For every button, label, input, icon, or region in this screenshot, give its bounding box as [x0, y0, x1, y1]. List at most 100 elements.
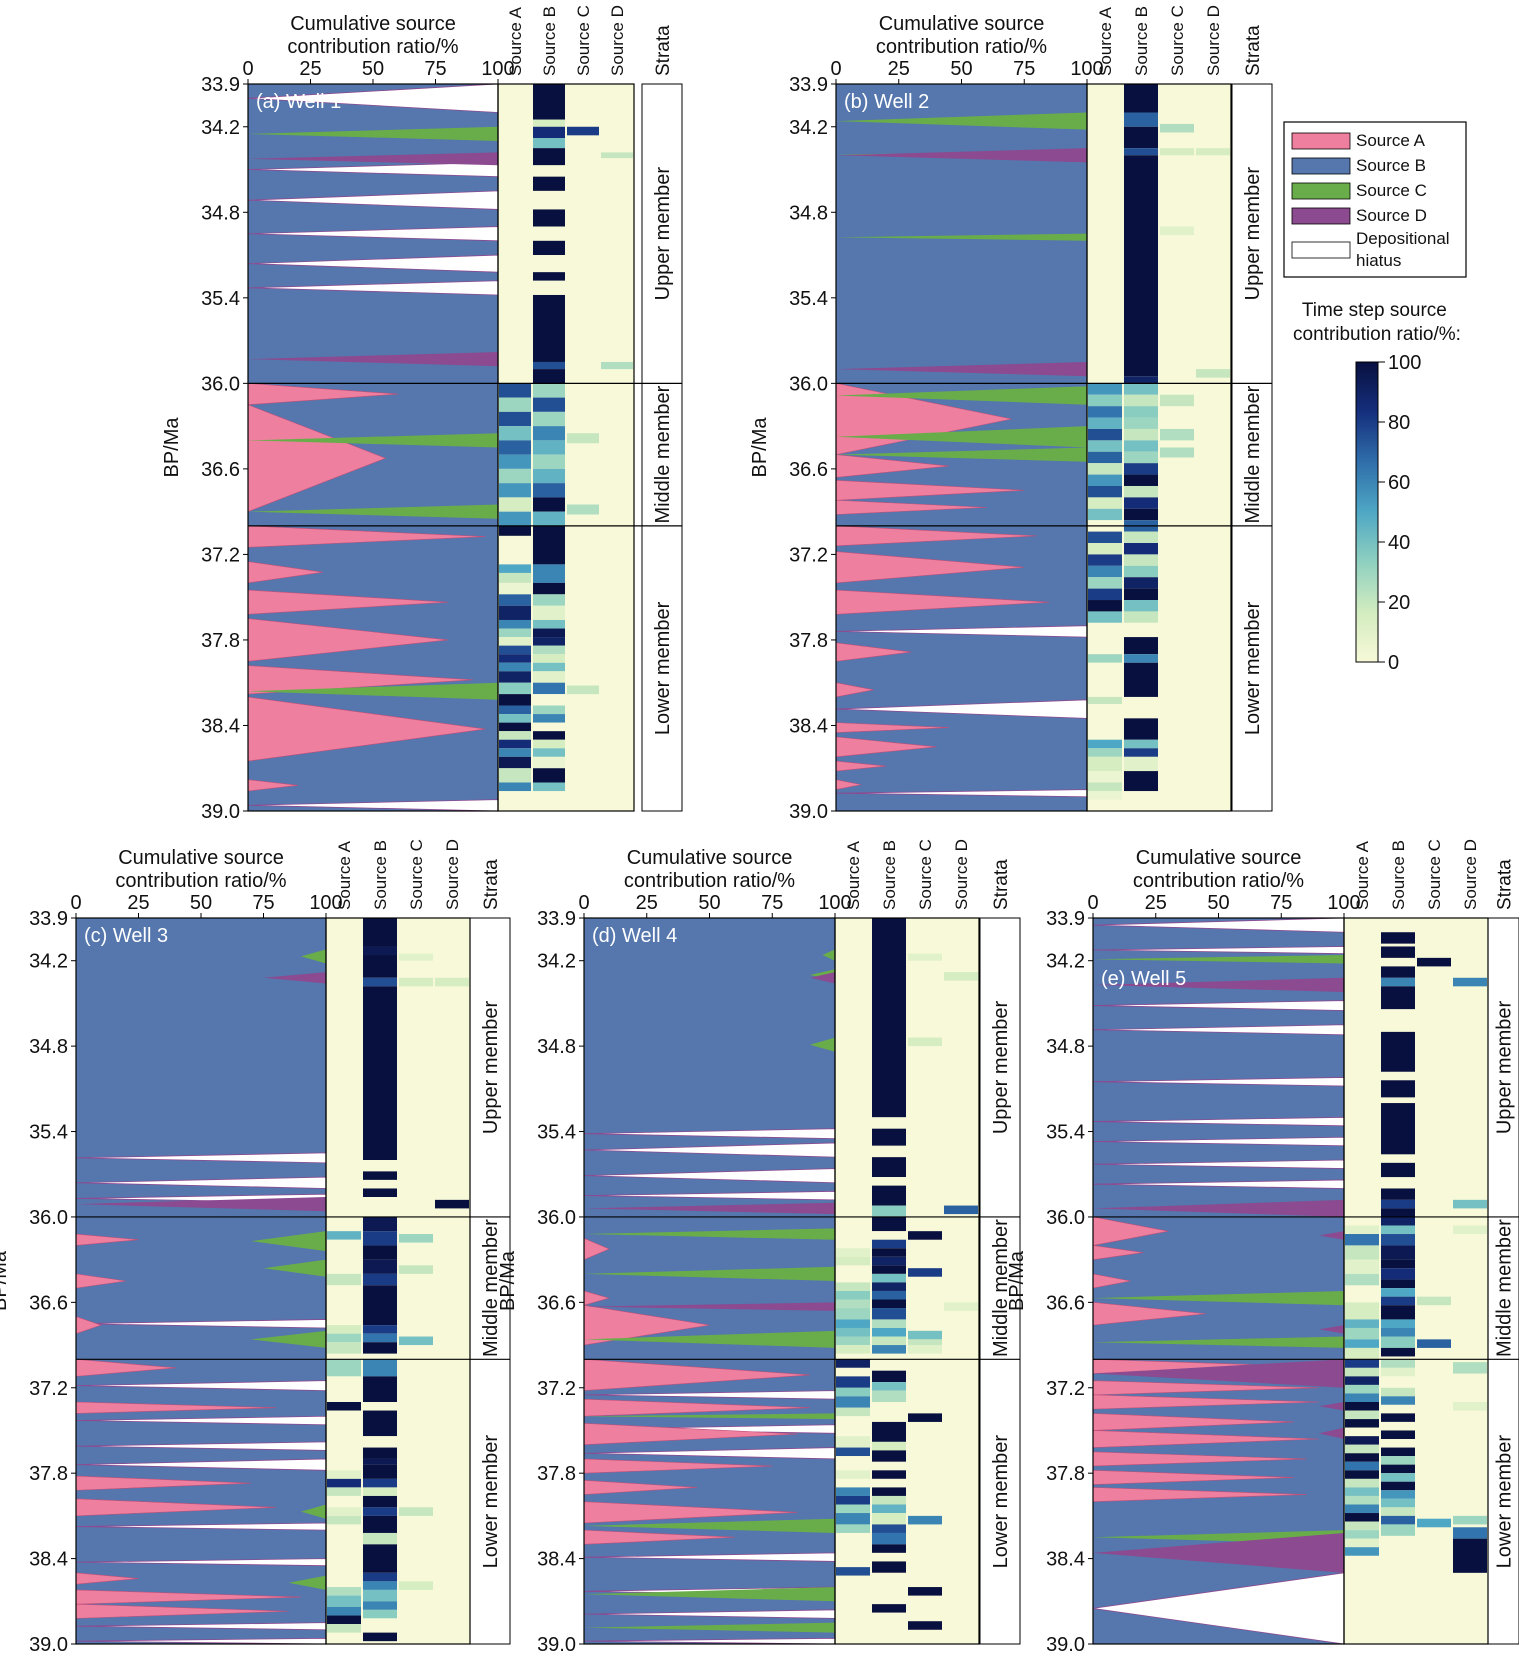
heat-cell [872, 1513, 906, 1525]
heat-cell [872, 1478, 906, 1488]
heat-cell [1381, 986, 1415, 1010]
heat-cell [327, 1495, 361, 1508]
source-c-area [248, 126, 498, 142]
heat-cell [1088, 440, 1122, 452]
heat-cell [567, 126, 599, 136]
heat-cell [1088, 791, 1122, 800]
heat-cell [1124, 718, 1158, 740]
heat-cell [533, 483, 565, 498]
source-a-area [584, 1458, 773, 1474]
heat-cell [908, 1268, 942, 1277]
heat-frame [1343, 917, 1489, 1645]
heat-cell [836, 1495, 870, 1505]
heat-cell [567, 685, 599, 695]
heat-cell [1345, 1495, 1379, 1505]
x-tick-label: 50 [698, 892, 720, 914]
hiatus-wedge [248, 84, 498, 113]
member-label: Upper member [480, 1000, 502, 1134]
heat-cell [1345, 1453, 1379, 1462]
heat-cell [1124, 531, 1158, 544]
heat-cell [872, 1595, 906, 1605]
heat-cell [1453, 1527, 1487, 1539]
source-a-area [584, 1479, 697, 1495]
heat-cell [363, 1632, 397, 1642]
source-d-area [1093, 1359, 1344, 1388]
colorbar-tick-label: 20 [1388, 592, 1410, 614]
heat-cell [872, 1290, 906, 1300]
heat-cell [1381, 1456, 1415, 1465]
hiatus-wedge [584, 1609, 835, 1619]
member-label: Middle member [990, 1219, 1012, 1357]
source-a-area [76, 1358, 177, 1377]
hiatus-wedge [76, 1152, 326, 1164]
strata-header: Strata [653, 25, 674, 76]
heat-cell [499, 768, 531, 783]
heat-cell [1381, 1387, 1415, 1397]
heat-cell [533, 440, 565, 455]
heat-cell [872, 1461, 906, 1471]
heat-cell [1088, 748, 1122, 757]
heat-cell [399, 977, 433, 987]
heat-cell [1381, 1404, 1415, 1414]
heat-cell [1088, 600, 1122, 612]
heat-cell [1345, 1470, 1379, 1479]
x-tick-label: 100 [818, 892, 851, 914]
source-a-area [836, 760, 887, 772]
heat-cell [533, 662, 565, 672]
strata-header: Strata [1495, 859, 1516, 910]
heat-cell [1124, 600, 1158, 612]
heat-cell [836, 1256, 870, 1266]
heat-cell [1345, 1487, 1379, 1496]
y-tick-label: 39.0 [789, 801, 828, 823]
x-axis-title-line2: contribution ratio/% [115, 870, 286, 892]
heat-cell [499, 731, 531, 740]
heat-cell [533, 722, 565, 732]
heat-cell [1088, 394, 1122, 407]
strata-column: Upper member Middle member Lower member [469, 917, 511, 1645]
heat-cell [363, 1285, 397, 1326]
heat-cell [1088, 622, 1122, 638]
heat-cell [1124, 622, 1158, 638]
member-label: Lower member [652, 601, 674, 735]
source-a-area [836, 525, 1037, 547]
heat-cell [1345, 1513, 1379, 1522]
y-tick-label: 34.2 [537, 951, 576, 973]
y-axis-title: BP/Ma [497, 1250, 519, 1311]
heat-cell [836, 1299, 870, 1309]
heat-cell [499, 628, 531, 638]
heat-frame [325, 917, 471, 1645]
source-a-area [836, 722, 949, 733]
heat-cell [363, 1458, 397, 1465]
hiatus-wedge [1093, 1024, 1344, 1036]
heat-cell [533, 739, 565, 749]
heat-cell [327, 1615, 361, 1625]
hiatus-wedge [836, 789, 1087, 798]
heat-cell [1124, 463, 1158, 475]
heat-cell [1381, 1430, 1415, 1440]
heat-cell [363, 1160, 397, 1172]
heat-cell [327, 1595, 361, 1607]
source-d-area [584, 1302, 835, 1311]
heat-column-header: Source C [1425, 839, 1444, 910]
heat-cell [1088, 531, 1122, 544]
y-tick-label: 38.4 [201, 715, 240, 737]
y-tick-label: 37.8 [1046, 1463, 1085, 1485]
panel-label: (b) Well 2 [844, 91, 929, 113]
legend-swatch-source-c [1291, 182, 1351, 200]
source-c-area [248, 682, 498, 700]
source-c-area [584, 1413, 835, 1420]
colorbar-tick-label: 100 [1388, 352, 1421, 374]
heat-cell [533, 119, 565, 127]
colorbar: Time step source contribution ratio/%: 1… [1293, 300, 1461, 674]
heat-cell [1345, 1273, 1379, 1286]
source-a-area [248, 561, 324, 584]
heat-cell [1196, 369, 1230, 378]
strata-frame [469, 917, 511, 1645]
heat-cell [327, 1342, 361, 1354]
heat-cell [1345, 1367, 1379, 1377]
heat-cell [363, 1581, 397, 1590]
heat-cell [1345, 1259, 1379, 1274]
heat-cell [872, 1370, 906, 1383]
source-a-area [76, 1273, 127, 1289]
heat-cell [872, 1273, 906, 1283]
